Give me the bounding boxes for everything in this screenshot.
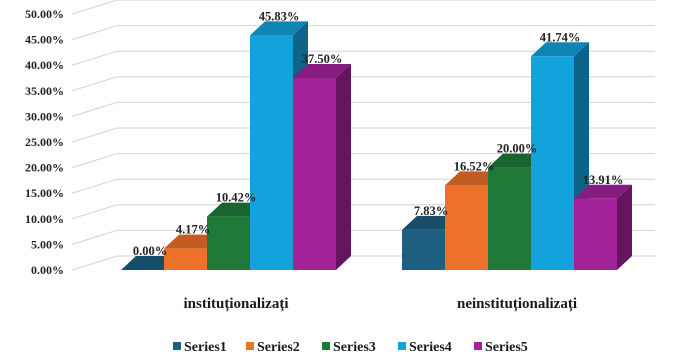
gridlines [71,0,655,271]
legend-swatch [474,342,482,350]
bar-front [574,198,617,270]
y-tick-label: 25.00% [25,135,64,149]
legend-swatch [398,342,406,350]
bars [121,21,632,270]
category-labels: instituționalizați neinstituționalizați [183,296,577,312]
data-label: 0.00% [133,244,167,258]
legend-label: Series1 [184,340,227,355]
gridline [71,153,655,169]
legend: Series1 Series2 Series3 Series4 Series5 [173,340,528,355]
data-labels: 0.00% 4.17% 10.42% 45.83% 37.50% 7.83% 16.52%2… [133,9,624,258]
legend-item: Series3 [322,340,376,355]
bar-top [574,184,632,199]
legend-label: Series4 [409,340,452,355]
category-label: instituționalizați [183,296,288,312]
y-tick-label: 0.00% [31,263,64,277]
bar-top [293,64,351,78]
gridline [71,127,655,143]
data-label: 16.52% [454,159,495,173]
legend-swatch [173,342,181,350]
y-tick-label: 20.00% [25,161,64,175]
bar-front [445,185,488,270]
legend-item: Series4 [398,340,452,355]
data-label: 37.50% [302,52,343,66]
category-label: neinstituționalizați [457,296,577,312]
data-label: 45.83% [259,9,300,23]
bar-side [617,184,632,270]
bar-front [164,248,207,270]
data-label: 7.83% [414,204,448,218]
y-tick-label: 10.00% [25,212,64,226]
gridline [71,0,655,15]
bar-front [402,229,445,270]
legend-item: Series2 [246,340,300,355]
bar-front [531,56,574,270]
data-label: 13.91% [583,173,624,187]
gridline [71,76,655,92]
y-tick-label: 50.00% [25,7,64,21]
gridline [71,101,655,117]
bar [293,64,351,270]
bar-front [293,78,336,270]
y-tick-label: 15.00% [25,186,64,200]
bar-front [207,216,250,270]
legend-swatch [246,342,254,350]
data-label: 4.17% [176,223,210,237]
y-tick-label: 30.00% [25,109,64,123]
legend-item: Series5 [474,340,528,355]
legend-swatch [322,342,330,350]
y-tick-label: 45.00% [25,33,64,47]
bar-top [531,42,589,57]
bar-front [488,167,531,270]
legend-label: Series2 [257,340,300,355]
gridline [71,50,655,66]
bar-top [250,21,308,36]
legend-item: Series1 [173,340,227,355]
bar-front [250,35,293,270]
y-axis: 0.00% 5.00% 10.00% 15.00% 20.00% 25.00% 30.00%… [25,7,64,277]
data-label: 41.74% [540,30,581,44]
data-label: 20.00% [497,142,538,156]
y-tick-label: 40.00% [25,58,64,72]
bar [574,184,632,270]
bar-side [336,64,351,270]
y-tick-label: 5.00% [31,237,64,251]
gridline [71,25,655,41]
legend-label: Series5 [485,340,528,355]
legend-label: Series3 [333,340,376,355]
data-label: 10.42% [216,191,257,205]
y-tick-label: 35.00% [25,84,64,98]
